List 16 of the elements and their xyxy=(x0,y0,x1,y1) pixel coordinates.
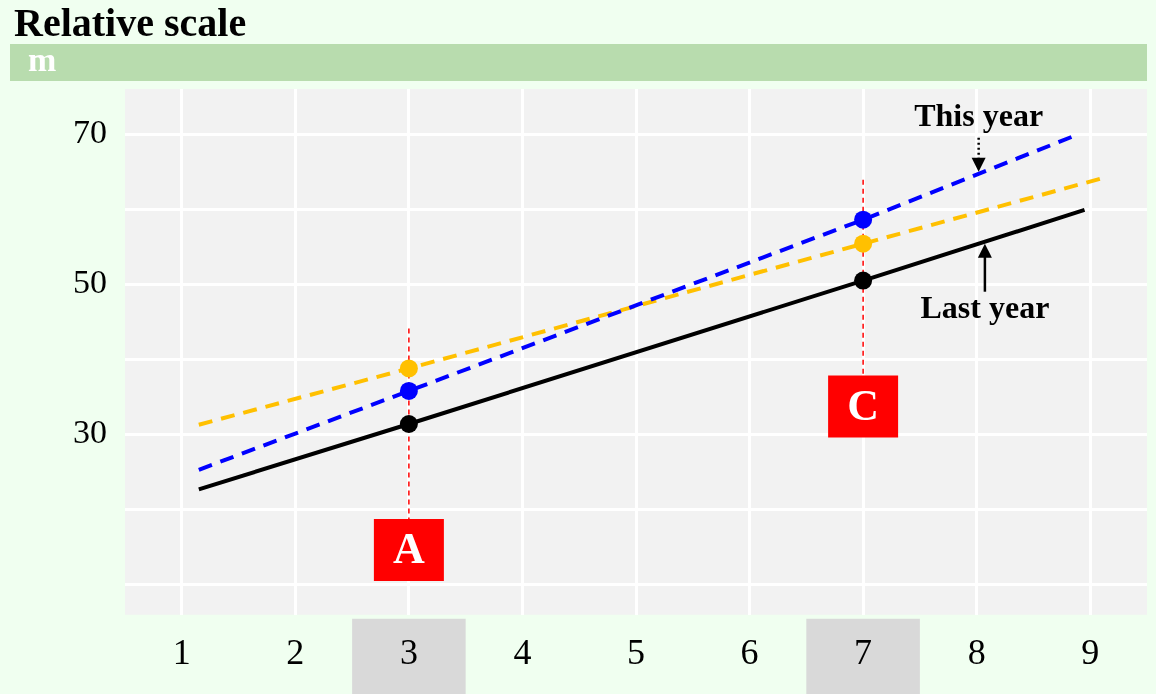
legend-label: Last year xyxy=(920,288,1050,325)
x-tick-label: 2 xyxy=(286,631,305,672)
x-tick-label: 4 xyxy=(513,631,532,672)
x-tick-label: 3 xyxy=(399,631,418,672)
ref-line-label: C xyxy=(847,380,879,430)
x-tick-label: 5 xyxy=(627,631,645,672)
y-tick-label: 30 xyxy=(73,413,107,451)
x-tick-label: 8 xyxy=(967,631,986,672)
x-tick-label: 7 xyxy=(854,631,873,672)
x-tick-label: 1 xyxy=(172,631,191,672)
ref-line-label: A xyxy=(393,524,425,574)
y-tick-label: 70 xyxy=(73,112,107,150)
y-tick-label: 50 xyxy=(73,263,107,301)
series-label: This year xyxy=(914,97,1044,134)
x-tick-label: 6 xyxy=(740,631,759,672)
x-tick-label: 9 xyxy=(1081,631,1100,672)
